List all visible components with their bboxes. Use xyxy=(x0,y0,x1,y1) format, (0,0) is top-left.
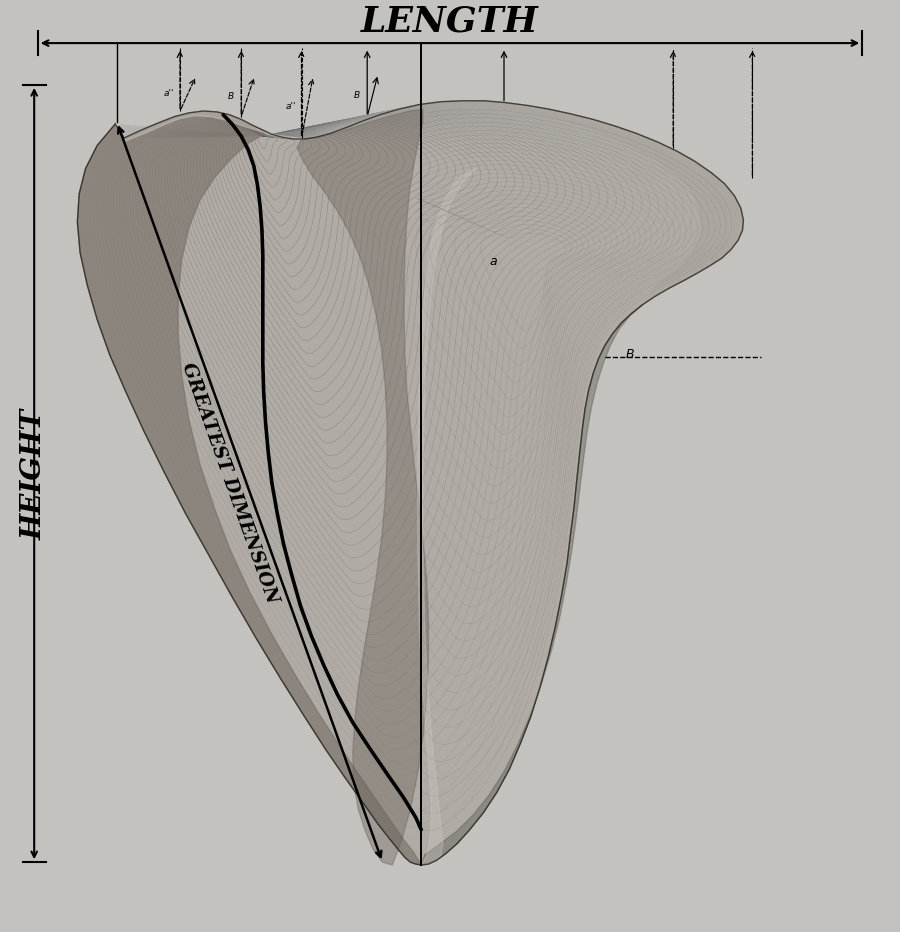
Polygon shape xyxy=(418,169,477,865)
Polygon shape xyxy=(421,305,643,865)
Text: B: B xyxy=(228,91,233,101)
Polygon shape xyxy=(297,109,428,865)
Text: HEIGHT: HEIGHT xyxy=(21,408,48,540)
Polygon shape xyxy=(115,111,304,141)
Text: B: B xyxy=(354,90,359,100)
Text: GREATEST DIMENSION: GREATEST DIMENSION xyxy=(178,360,282,606)
Polygon shape xyxy=(77,101,743,865)
Polygon shape xyxy=(304,101,743,305)
Text: LENGTH: LENGTH xyxy=(361,5,539,39)
Text: a'': a'' xyxy=(285,103,296,111)
Text: a'': a'' xyxy=(164,89,175,98)
Text: B: B xyxy=(626,349,634,362)
Polygon shape xyxy=(77,111,421,865)
Text: a: a xyxy=(490,255,497,268)
